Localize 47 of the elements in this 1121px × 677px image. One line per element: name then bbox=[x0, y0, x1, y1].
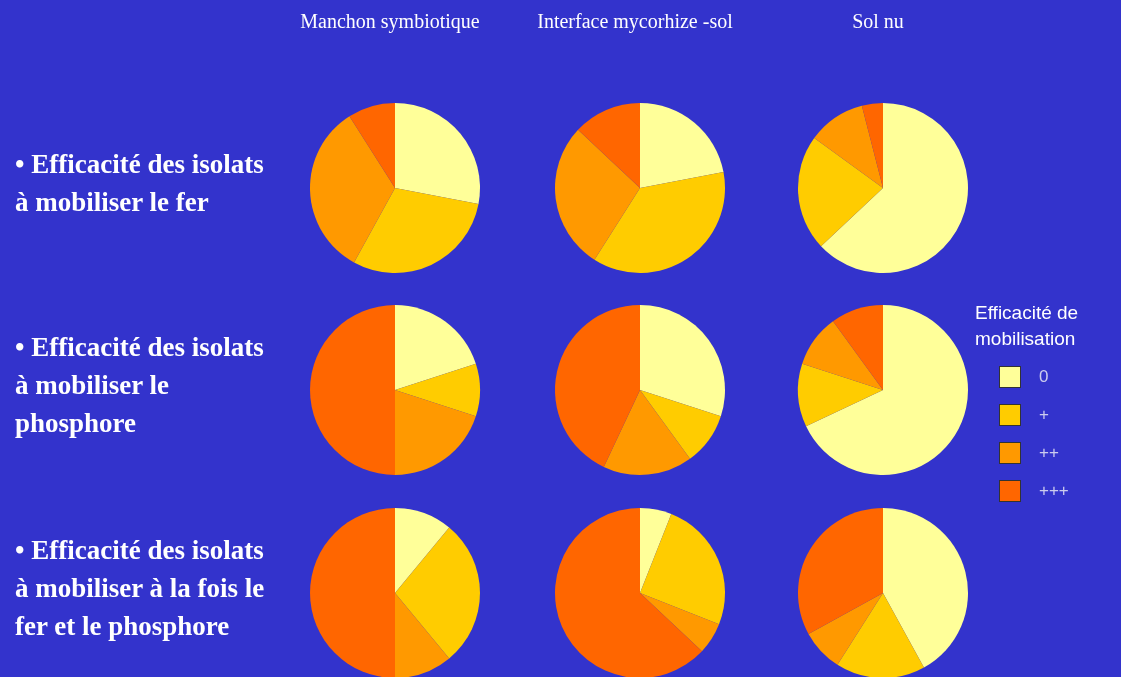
legend-label: ++ bbox=[1039, 443, 1059, 463]
pie-slice bbox=[808, 593, 883, 665]
pie-slice bbox=[555, 508, 702, 677]
legend-title: Efficacité de mobilisation bbox=[975, 301, 1080, 351]
pie-slice bbox=[349, 103, 395, 188]
pie-slice bbox=[310, 116, 395, 263]
pie-slice bbox=[555, 305, 640, 467]
text: • Efficacité des isolats à mobiliser à la fois le fer et le phosphore bbox=[15, 534, 266, 643]
text: • Efficacité des isolats à mobiliser le fer bbox=[15, 148, 265, 219]
pie-slice bbox=[802, 321, 883, 390]
pie-slice bbox=[578, 103, 640, 188]
chart-title: Manchon symbiotique bbox=[300, 10, 480, 32]
legend-label: + bbox=[1039, 405, 1049, 425]
chart-title: Interface mycorhize -sol bbox=[536, 9, 734, 35]
pie-slice bbox=[555, 129, 640, 260]
pie-slice bbox=[640, 508, 672, 593]
pie-slice bbox=[798, 508, 883, 634]
pie-slice bbox=[640, 305, 725, 417]
text: • Efficacité des isolats à mobiliser le phosphore bbox=[15, 331, 265, 440]
pie-slice bbox=[861, 103, 883, 188]
pie-slice bbox=[798, 363, 883, 427]
pie-slice bbox=[603, 390, 690, 475]
pie-slice bbox=[833, 305, 883, 390]
pie-slice bbox=[395, 103, 480, 204]
pie-slice bbox=[395, 593, 450, 677]
legend-label: 0 bbox=[1039, 367, 1049, 387]
pie-slice bbox=[354, 188, 479, 273]
pie-slice bbox=[310, 508, 395, 677]
pie-slice bbox=[395, 527, 480, 659]
pie-slice bbox=[395, 390, 476, 475]
legend-label: +++ bbox=[1039, 481, 1069, 501]
pie-slice bbox=[594, 172, 725, 273]
pie-slice bbox=[837, 593, 924, 677]
pie-slice bbox=[395, 305, 476, 390]
pie-slice bbox=[883, 508, 968, 668]
pie-slice bbox=[806, 305, 968, 475]
pie-slice bbox=[640, 513, 725, 625]
pie-slice bbox=[640, 103, 724, 188]
pie-slice bbox=[640, 593, 720, 652]
pie-slice bbox=[798, 138, 883, 247]
pie-slice bbox=[310, 305, 395, 475]
chart-title: Sol nu bbox=[852, 10, 904, 32]
pie-slice bbox=[395, 508, 450, 593]
pie-slice bbox=[814, 105, 883, 188]
pie-slice bbox=[395, 363, 480, 417]
pie-slice bbox=[640, 390, 721, 459]
pie-slice bbox=[821, 103, 968, 273]
